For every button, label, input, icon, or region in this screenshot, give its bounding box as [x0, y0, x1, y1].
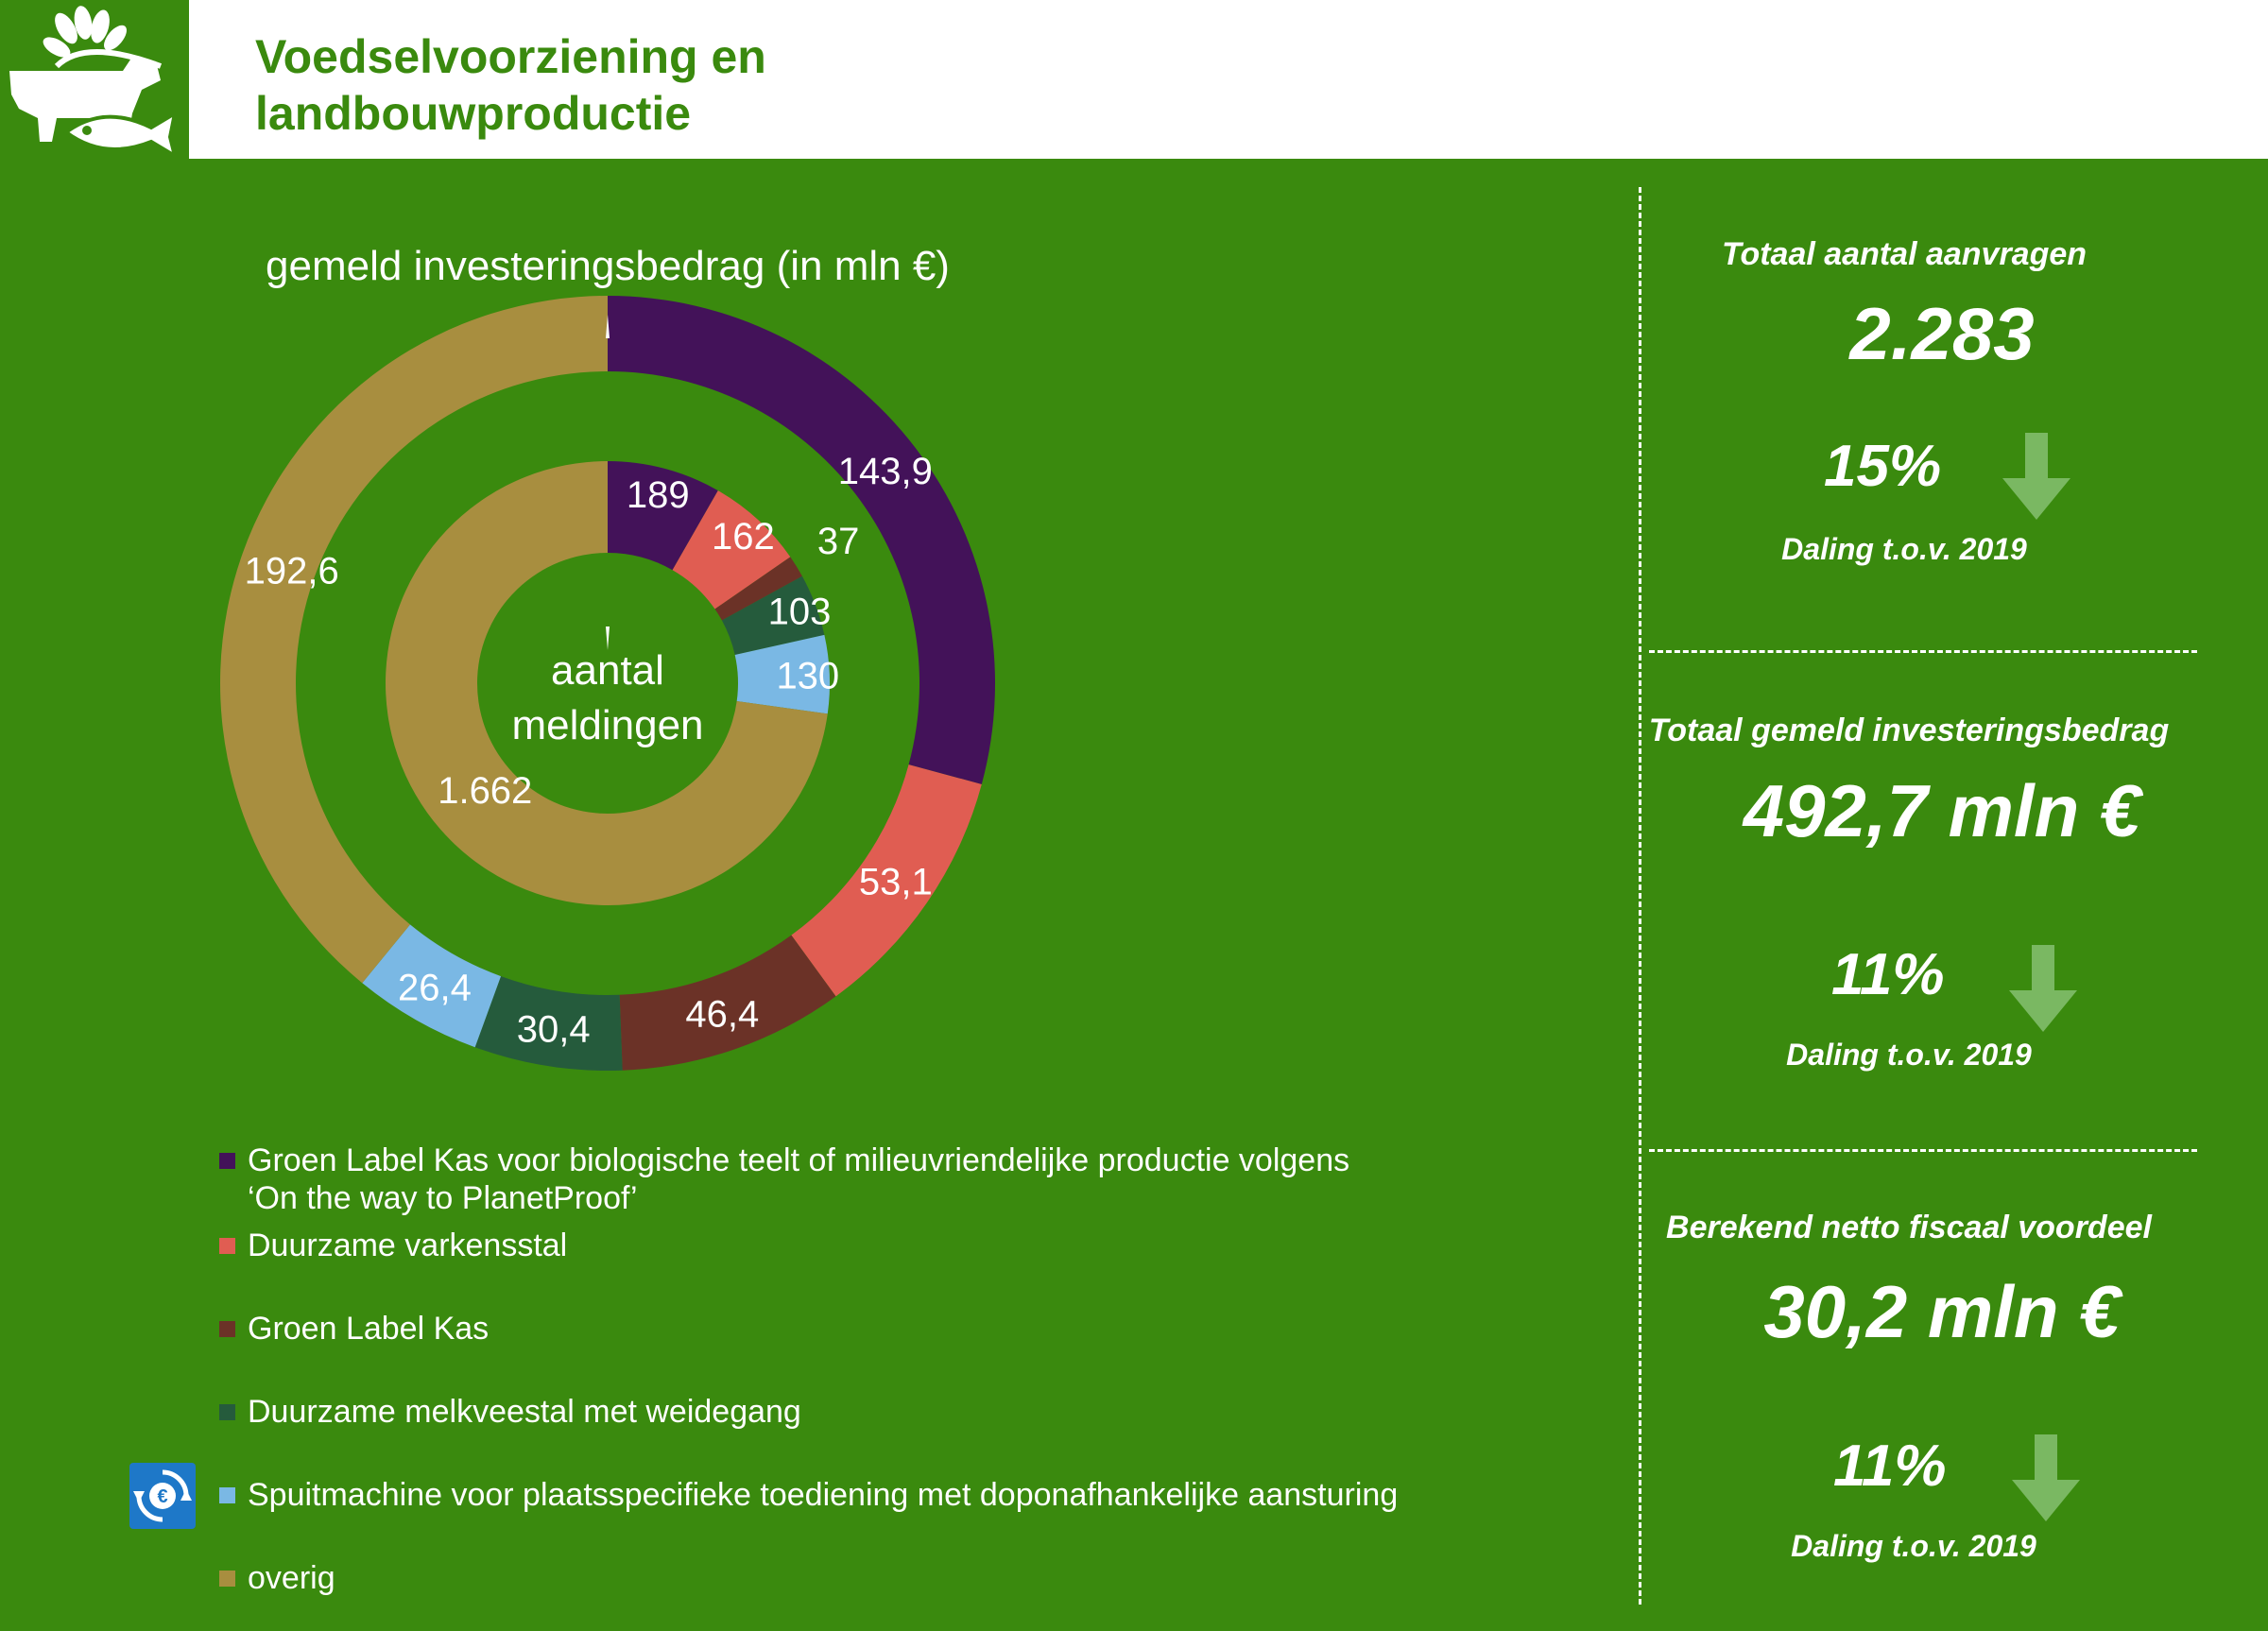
legend-label: Groen Label Kas voor biologische teelt o… [248, 1142, 1350, 1178]
legend-label-line-2: ‘On the way to PlanetProof’ [248, 1180, 638, 1216]
donut-slice-inner [721, 575, 825, 655]
legend-swatch [219, 1321, 235, 1337]
legend-swatch [219, 1571, 235, 1587]
arrow-down-icon [2002, 433, 2070, 520]
legend-item: Duurzame melkveestal met weidegang [219, 1393, 801, 1431]
donut-slice-outer [619, 935, 836, 1071]
data-label: 143,9 [838, 451, 933, 492]
stat-value: 2.283 [1849, 292, 2035, 375]
donut-slice-inner [734, 634, 830, 714]
header-bar: Voedselvoorziening en landbouwproductie [0, 0, 2268, 161]
title-line-2: landbouwproductie [255, 87, 692, 140]
legend-item: Spuitmachine voor plaatsspecifieke toedi… [219, 1476, 1398, 1514]
data-label: 30,4 [517, 1009, 591, 1051]
data-label: 1.662 [438, 770, 532, 812]
legend-item: overig [219, 1559, 335, 1597]
stat-subtitle: Daling t.o.v. 2019 [1786, 1038, 2032, 1072]
data-label: 130 [776, 655, 839, 696]
arrow-down-icon [2009, 945, 2077, 1032]
vertical-divider [1639, 187, 1641, 1605]
data-label: 37 [817, 521, 860, 562]
top-pointer [606, 315, 610, 338]
stat-percentage: 11% [1831, 942, 1945, 1007]
legend-label: Groen Label Kas [248, 1311, 490, 1347]
donut-slice-inner [672, 490, 791, 609]
outer-ring [220, 295, 995, 1071]
donut-slice-inner [386, 461, 828, 905]
legend-label: Duurzame varkensstal [248, 1228, 568, 1263]
stat-label: Berekend netto fiscaal voordeel [1666, 1210, 2152, 1245]
data-labels: 143,9 53,1 46,4 30,4 26,4 192,6 189 162 37 103 130… [245, 451, 933, 1050]
svg-text:€: € [157, 1486, 167, 1507]
legend-label: Duurzame melkveestal met weidegang [248, 1394, 801, 1430]
inner-pointer [606, 627, 610, 650]
data-label: 192,6 [245, 551, 339, 592]
stat-label: Totaal aantal aanvragen [1721, 236, 2088, 272]
chart-title: gemeld investeringsbedrag (in mln €) [266, 243, 950, 289]
donut-slice-outer [608, 296, 995, 784]
legend-swatch [219, 1404, 235, 1420]
data-label: 189 [627, 474, 690, 516]
donut-slice-inner [608, 461, 718, 571]
stat-value: 30,2 mln € [1763, 1270, 2121, 1353]
main-panel: gemeld investeringsbedrag (in mln €) 143… [0, 159, 2268, 1631]
donut-slice-outer [362, 924, 502, 1048]
data-label: 162 [712, 516, 775, 558]
legend-swatch [219, 1153, 235, 1169]
title-line-1: Voedselvoorziening en [255, 30, 766, 83]
legend-label: Spuitmachine voor plaatsspecifieke toedi… [248, 1477, 1399, 1513]
agriculture-logo-icon [0, 0, 189, 161]
center-label-line-2: meldingen [511, 702, 703, 748]
donut-slice-inner [714, 557, 802, 621]
euro-cycle-icon: € [129, 1463, 196, 1529]
donut-slice-outer [791, 764, 982, 997]
data-label: 26,4 [398, 968, 472, 1009]
horizontal-divider [1649, 650, 2197, 653]
legend-item: Duurzame varkensstal [219, 1227, 567, 1264]
stat-value: 492,7 mln € [1743, 769, 2141, 852]
center-label-line-1: aantal [551, 647, 664, 694]
data-label: 46,4 [685, 994, 759, 1036]
donut-chart: gemeld investeringsbedrag (in mln €) 143… [220, 243, 995, 1071]
legend-swatch [219, 1487, 235, 1503]
data-label: 53,1 [859, 862, 933, 903]
data-label: 103 [768, 591, 832, 632]
horizontal-divider [1649, 1149, 2197, 1152]
stat-subtitle: Daling t.o.v. 2019 [1781, 532, 2027, 566]
legend-swatch [219, 1238, 235, 1254]
legend-item: Groen Label Kas voor biologische teelt o… [219, 1142, 1349, 1217]
stat-percentage: 11% [1833, 1434, 1947, 1499]
donut-slice-outer [220, 295, 609, 984]
legend-item: Groen Label Kas [219, 1310, 489, 1348]
donut-slice-outer [474, 976, 623, 1071]
stat-label: Totaal gemeld investeringsbedrag [1648, 712, 2170, 748]
stat-subtitle: Daling t.o.v. 2019 [1791, 1529, 2036, 1563]
page-title: Voedselvoorziening en landbouwproductie [255, 28, 766, 142]
legend-label: overig [248, 1560, 335, 1596]
arrow-down-icon [2012, 1434, 2080, 1521]
inner-ring [386, 461, 830, 905]
stat-percentage: 15% [1824, 434, 1942, 499]
